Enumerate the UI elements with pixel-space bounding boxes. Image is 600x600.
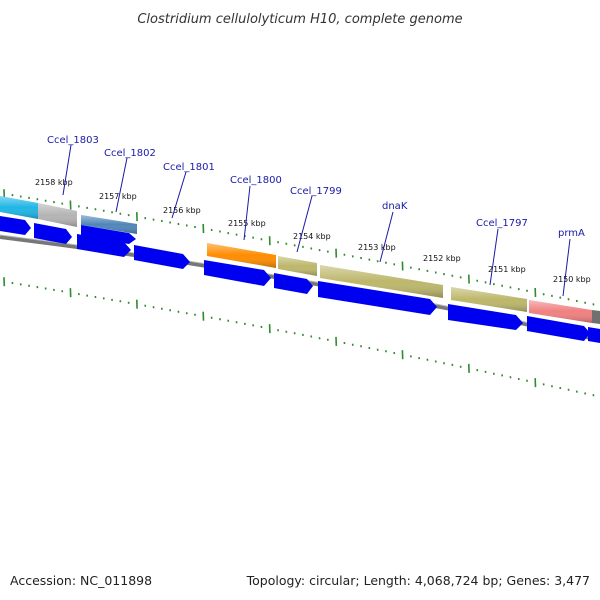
- gene-leader-line: [489, 228, 499, 286]
- feature-ccel-1799-shade: [278, 256, 317, 276]
- gene-leader-line: [379, 211, 394, 263]
- gene-leader-line: [243, 185, 251, 241]
- gene-leader-line: [62, 144, 72, 196]
- gene-label-prma[interactable]: prmA: [558, 228, 585, 239]
- cds-arrow[interactable]: [274, 273, 313, 294]
- gene-label-dnak[interactable]: dnaK: [382, 201, 408, 212]
- feature-ccel-1800-shade: [207, 243, 276, 268]
- gene-leader-line: [296, 195, 313, 253]
- kbp-label: 2155 kbp: [228, 219, 266, 228]
- map-title: Clostridium cellulolyticum H10, complete…: [137, 12, 462, 27]
- outer-tick-ring: [3, 189, 595, 306]
- gene-label-ccel-1800[interactable]: Ccel_1800: [230, 175, 282, 186]
- kbp-label: 2152 kbp: [423, 254, 461, 263]
- gene-label-ccel-1803[interactable]: Ccel_1803: [47, 135, 99, 146]
- cds-arrow[interactable]: [77, 234, 131, 257]
- inner-tick-ring: [3, 277, 595, 397]
- kbp-label: 2150 kbp: [553, 275, 591, 284]
- feature-dnak-shade: [320, 265, 443, 298]
- cds-arrow[interactable]: [448, 304, 523, 330]
- edge-cyan-feature-shade: [0, 196, 38, 219]
- feature-track: [0, 196, 600, 324]
- cds-arrow[interactable]: [318, 281, 437, 315]
- feature-ccel-1802-shade: [81, 215, 137, 234]
- kbp-label: 2153 kbp: [358, 243, 396, 252]
- cds-arrow[interactable]: [527, 316, 590, 341]
- edge-gray-feature[interactable]: [592, 310, 600, 324]
- cds-arrow[interactable]: [34, 223, 72, 244]
- feature-ccel-1803-shade: [38, 203, 77, 227]
- gene-label-ccel-1797[interactable]: Ccel_1797: [476, 218, 528, 229]
- cds-arrow[interactable]: [0, 216, 31, 235]
- gene-labels: Ccel_1803 Ccel_1802 Ccel_1801 Ccel_1800 …: [47, 135, 585, 297]
- kbp-label: 2157 kbp: [99, 192, 137, 201]
- kbp-labels: 2158 kbp 2157 kbp 2156 kbp 2155 kbp 2154…: [35, 178, 591, 284]
- genome-summary-text: Topology: circular; Length: 4,068,724 bp…: [246, 573, 590, 588]
- cds-arrow[interactable]: [134, 245, 190, 269]
- feature-ccel-1797-shade: [451, 287, 527, 312]
- gene-label-ccel-1799[interactable]: Ccel_1799: [290, 186, 342, 197]
- feature-prma-shade: [529, 300, 592, 323]
- kbp-label: 2158 kbp: [35, 178, 73, 187]
- cds-arrow[interactable]: [81, 225, 136, 244]
- gene-label-ccel-1801[interactable]: Ccel_1801: [163, 162, 215, 173]
- accession-text: Accession: NC_011898: [10, 573, 152, 588]
- kbp-label: 2154 kbp: [293, 232, 331, 241]
- cds-arrow[interactable]: [588, 327, 600, 343]
- gene-leader-line: [562, 238, 571, 297]
- cds-track: [0, 216, 600, 343]
- gene-leader-line: [171, 171, 187, 219]
- gene-leader-line: [115, 157, 128, 213]
- gene-label-ccel-1802[interactable]: Ccel_1802: [104, 148, 156, 159]
- kbp-label: 2156 kbp: [163, 206, 201, 215]
- kbp-label: 2151 kbp: [488, 265, 526, 274]
- cds-arrow[interactable]: [204, 260, 271, 286]
